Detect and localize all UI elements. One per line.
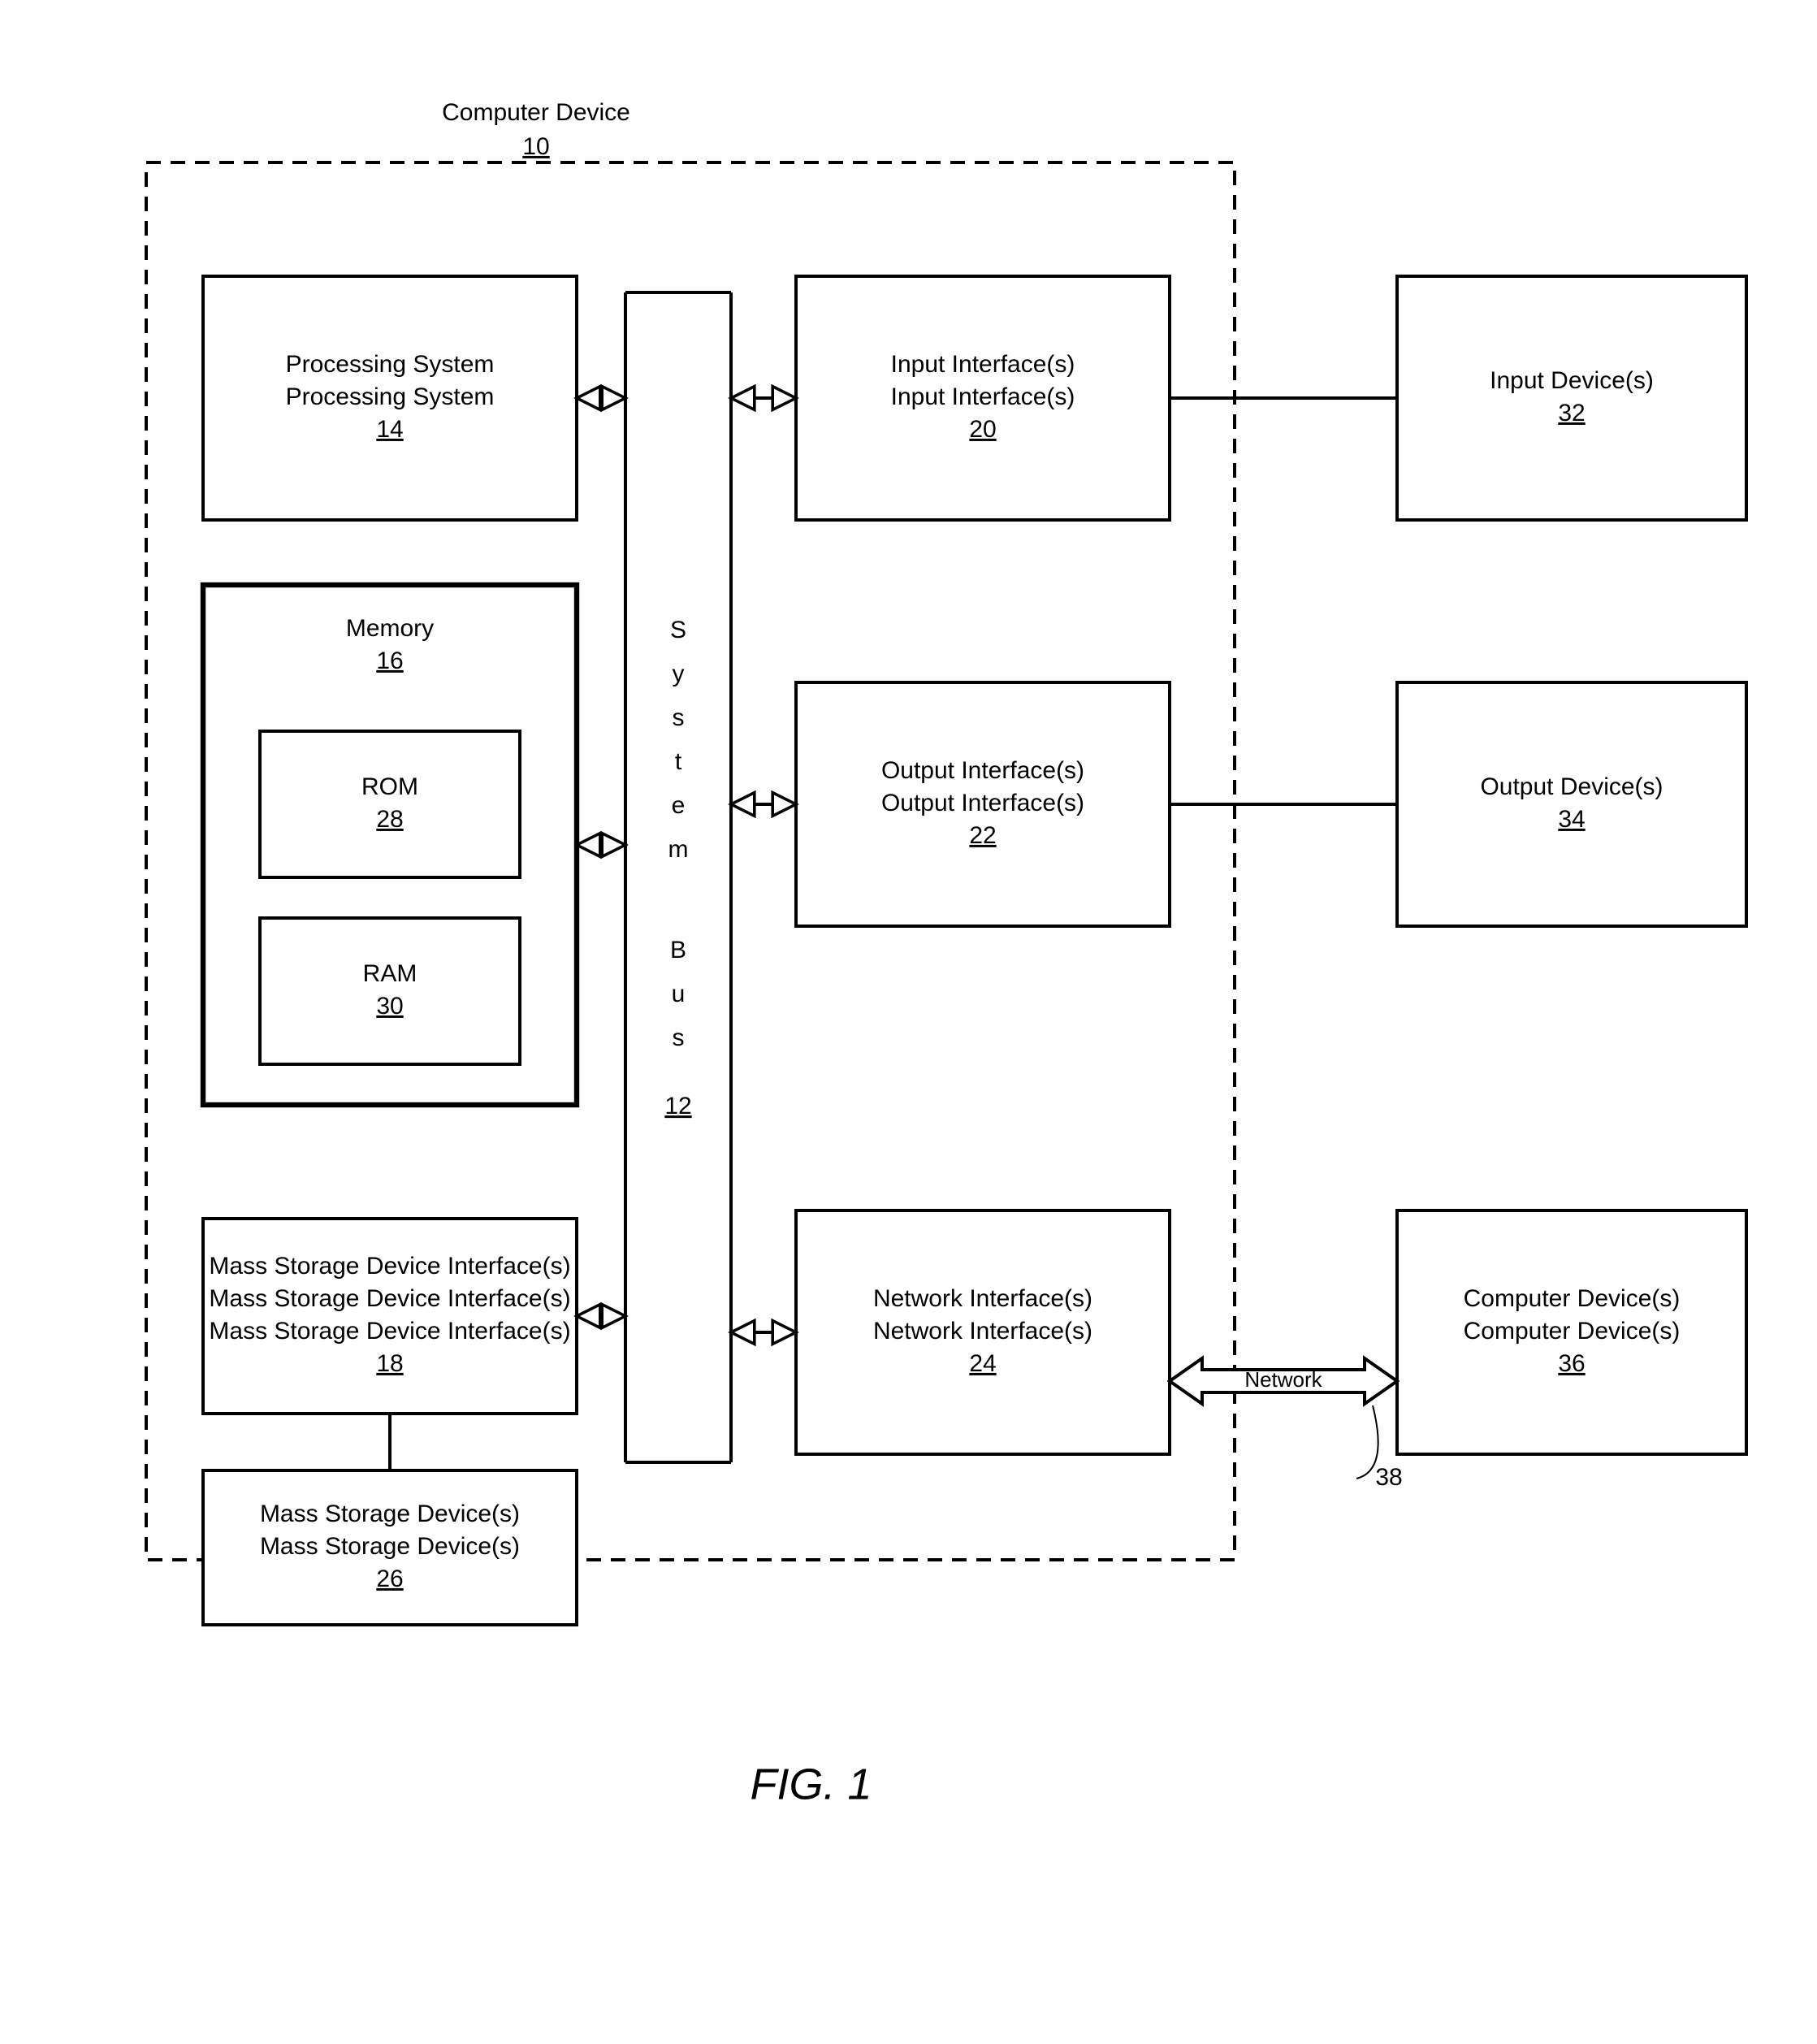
bus-label: s	[673, 704, 685, 731]
memory-label: Memory	[346, 615, 434, 642]
in_dev-ref: 32	[1558, 400, 1585, 427]
ram-ref: 30	[376, 993, 403, 1020]
out_if-label: Output Interface(s)	[881, 757, 1084, 784]
container-label: Computer Device	[442, 99, 630, 126]
in_if-label: Input Interface(s)	[891, 383, 1075, 410]
bus-label: y	[673, 660, 685, 687]
mass_if-label: Mass Storage Device Interface(s)	[209, 1285, 570, 1312]
processing-label: Processing System	[286, 383, 495, 410]
net_if-label: Network Interface(s)	[873, 1318, 1092, 1345]
bus-label: B	[670, 937, 686, 964]
comp_dev-label: Computer Device(s)	[1464, 1285, 1681, 1312]
processing-label: Processing System	[286, 351, 495, 378]
in_if-label: Input Interface(s)	[891, 351, 1075, 378]
bus-label: u	[672, 981, 686, 1007]
in_dev-box	[1397, 276, 1746, 520]
bus-label: S	[670, 617, 686, 643]
mass_dev-label: Mass Storage Device(s)	[260, 1501, 520, 1527]
rom-ref: 28	[376, 806, 403, 833]
mass_if-label: Mass Storage Device Interface(s)	[209, 1318, 570, 1345]
mass_if-label: Mass Storage Device Interface(s)	[209, 1253, 570, 1280]
out_dev-label: Output Device(s)	[1480, 773, 1663, 800]
ram-label: RAM	[363, 960, 417, 987]
out_dev-box	[1397, 682, 1746, 926]
bus-label: t	[675, 748, 682, 775]
in_if-ref: 20	[969, 416, 996, 443]
mass_dev-ref: 26	[376, 1565, 403, 1592]
rom-box	[260, 731, 520, 877]
net_if-label: Network Interface(s)	[873, 1285, 1092, 1312]
bus-label: e	[672, 792, 686, 819]
comp_dev-label: Computer Device(s)	[1464, 1318, 1681, 1345]
figure-1-diagram: Computer Device10SystemBus12Memory16Proc…	[0, 0, 1817, 2044]
in_dev-label: Input Device(s)	[1490, 367, 1654, 394]
network-label: Network	[1244, 1367, 1322, 1392]
out_dev-ref: 34	[1558, 806, 1585, 833]
comp_dev-ref: 36	[1558, 1350, 1585, 1377]
container-ref: 10	[522, 133, 549, 160]
out_if-label: Output Interface(s)	[881, 790, 1084, 816]
rom-label: ROM	[361, 773, 418, 800]
mass_dev-label: Mass Storage Device(s)	[260, 1533, 520, 1560]
bus-ref: 12	[664, 1093, 691, 1119]
figure-caption: FIG. 1	[750, 1760, 872, 1808]
mass_if-ref: 18	[376, 1350, 403, 1377]
bus-label: s	[673, 1024, 685, 1051]
memory-ref: 16	[376, 647, 403, 674]
bus-label: m	[668, 836, 689, 863]
processing-ref: 14	[376, 416, 403, 443]
net_if-ref: 24	[969, 1350, 996, 1377]
out_if-ref: 22	[969, 822, 996, 849]
network-ref: 38	[1375, 1464, 1402, 1491]
mass_if-box	[203, 1219, 577, 1414]
ram-box	[260, 918, 520, 1064]
